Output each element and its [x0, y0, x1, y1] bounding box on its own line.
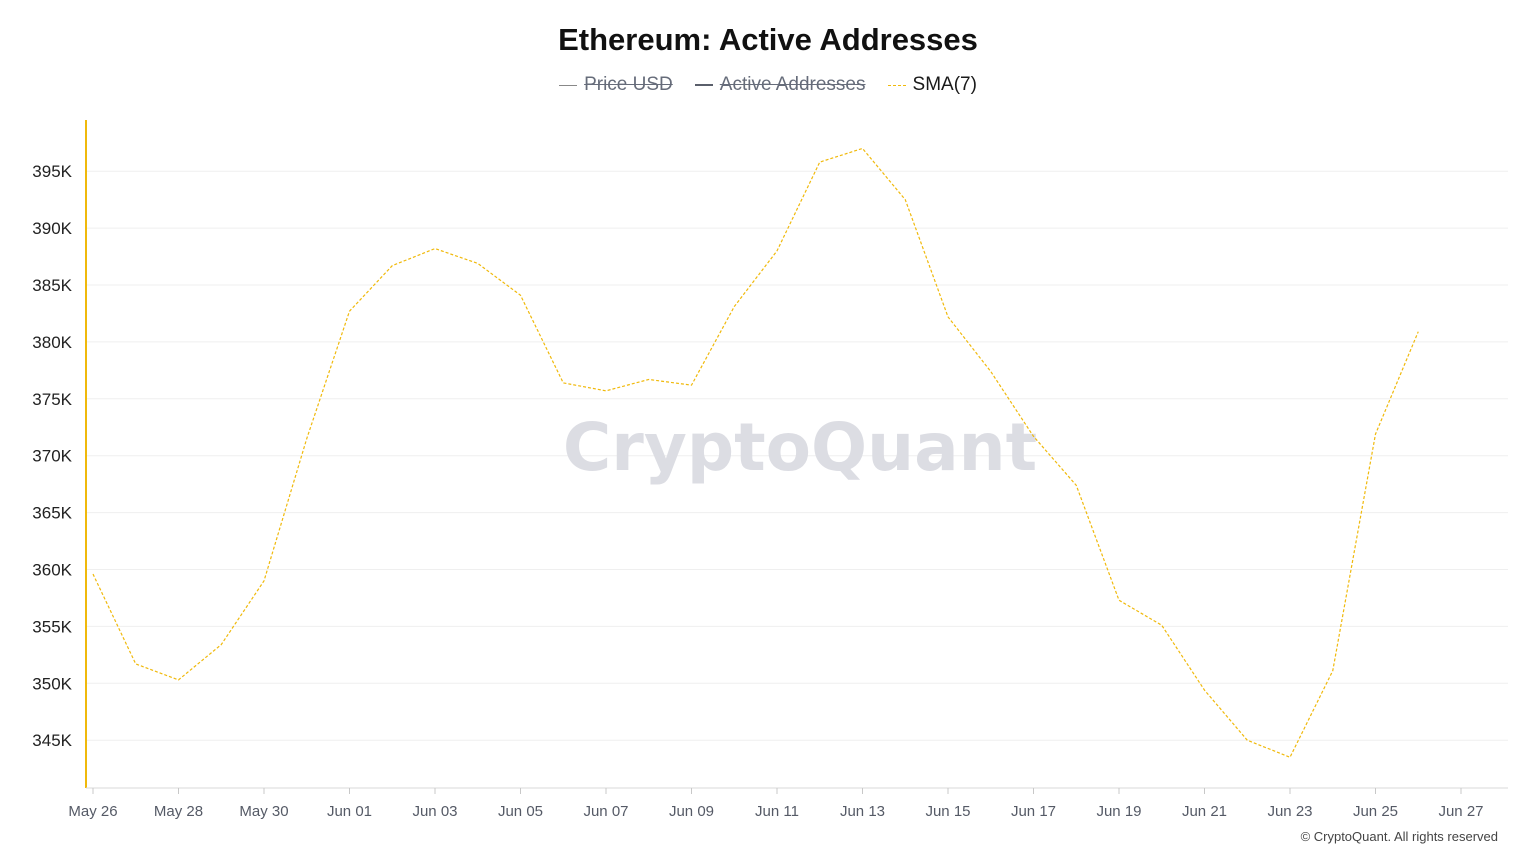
- data-point[interactable]: [775, 248, 780, 253]
- data-point[interactable]: [604, 388, 609, 393]
- grid-lines: [86, 170, 1508, 741]
- data-point[interactable]: [946, 314, 951, 319]
- x-tick-label: Jun 09: [669, 803, 714, 820]
- copyright-notice: © CryptoQuant. All rights reserved: [1300, 829, 1498, 844]
- legend-swatch-active-addresses: [694, 84, 713, 86]
- y-tick-label: 395K: [32, 162, 72, 181]
- x-tick-label: Jun 07: [583, 803, 628, 820]
- data-point[interactable]: [475, 261, 480, 266]
- legend-label-sma7: SMA(7): [912, 74, 977, 95]
- data-point[interactable]: [133, 661, 138, 666]
- y-tick-label: 390K: [32, 219, 72, 238]
- legend-item-price-usd[interactable]: Price USD: [559, 74, 673, 96]
- x-tick-label: Jun 23: [1267, 803, 1312, 820]
- y-tick-label: 345K: [32, 731, 72, 750]
- x-tick-label: Jun 25: [1353, 803, 1398, 820]
- data-point[interactable]: [347, 309, 352, 314]
- x-tick-label: Jun 17: [1011, 803, 1056, 820]
- x-axis-ticks: May 26 May 28 May 30 Jun 01 Jun 03 Jun 05 Jun …: [68, 788, 1484, 820]
- y-tick-label: 380K: [32, 333, 72, 352]
- data-point[interactable]: [1373, 432, 1378, 437]
- y-axis-ticks: 395K 390K 385K 380K 375K 370K 365K 360K 355K 350K…: [32, 162, 72, 750]
- data-point[interactable]: [1330, 668, 1335, 673]
- data-point[interactable]: [304, 436, 309, 441]
- data-point[interactable]: [1416, 329, 1421, 334]
- y-tick-label: 355K: [32, 617, 72, 636]
- x-tick-label: May 30: [239, 803, 288, 820]
- watermark: CryptoQuant: [563, 409, 1037, 486]
- x-tick-label: Jun 05: [498, 803, 543, 820]
- x-tick-label: Jun 21: [1182, 803, 1227, 820]
- y-tick-label: 360K: [32, 561, 72, 580]
- series-sma7: [91, 146, 1421, 760]
- chart-legend: Price USD Active Addresses SMA(7): [0, 74, 1536, 96]
- legend-item-active-addresses[interactable]: Active Addresses: [694, 74, 866, 96]
- legend-item-sma7[interactable]: SMA(7): [887, 74, 977, 96]
- data-point[interactable]: [1117, 598, 1122, 603]
- y-tick-label: 370K: [32, 447, 72, 466]
- data-point[interactable]: [903, 197, 908, 202]
- x-tick-label: Jun 01: [327, 803, 372, 820]
- data-point[interactable]: [433, 246, 438, 251]
- data-point[interactable]: [1031, 434, 1036, 439]
- y-tick-label: 385K: [32, 276, 72, 295]
- data-point[interactable]: [390, 263, 395, 268]
- legend-label-price-usd: Price USD: [584, 74, 673, 95]
- x-tick-label: Jun 13: [840, 803, 885, 820]
- data-point[interactable]: [561, 380, 566, 385]
- x-tick-label: May 28: [154, 803, 203, 820]
- data-point[interactable]: [176, 677, 181, 682]
- data-point[interactable]: [1288, 755, 1293, 760]
- data-point[interactable]: [732, 304, 737, 309]
- data-point[interactable]: [91, 572, 96, 577]
- data-point[interactable]: [689, 383, 694, 388]
- data-point[interactable]: [646, 377, 651, 382]
- series-line-sma7: [92, 147, 1419, 759]
- y-tick-label: 365K: [32, 504, 72, 523]
- data-point[interactable]: [1159, 623, 1164, 628]
- data-point[interactable]: [817, 160, 822, 165]
- data-point[interactable]: [1245, 738, 1250, 743]
- data-point[interactable]: [860, 146, 865, 151]
- legend-swatch-price-usd: [559, 84, 578, 86]
- x-tick-label: Jun 27: [1438, 803, 1483, 820]
- legend-swatch-sma7: [887, 84, 906, 86]
- y-tick-label: 350K: [32, 674, 72, 693]
- data-point[interactable]: [518, 293, 523, 298]
- data-point[interactable]: [219, 642, 224, 647]
- data-point[interactable]: [1202, 688, 1207, 693]
- x-tick-label: Jun 11: [755, 803, 799, 820]
- legend-label-active-addresses: Active Addresses: [719, 74, 866, 95]
- data-point[interactable]: [1074, 483, 1079, 488]
- y-tick-label: 375K: [32, 390, 72, 409]
- x-tick-label: May 26: [68, 803, 117, 820]
- x-tick-label: Jun 03: [412, 803, 457, 820]
- data-point[interactable]: [988, 369, 993, 374]
- data-point[interactable]: [262, 578, 267, 583]
- x-tick-label: Jun 19: [1096, 803, 1141, 820]
- chart-title: Ethereum: Active Addresses: [558, 22, 978, 57]
- x-tick-label: Jun 15: [925, 803, 970, 820]
